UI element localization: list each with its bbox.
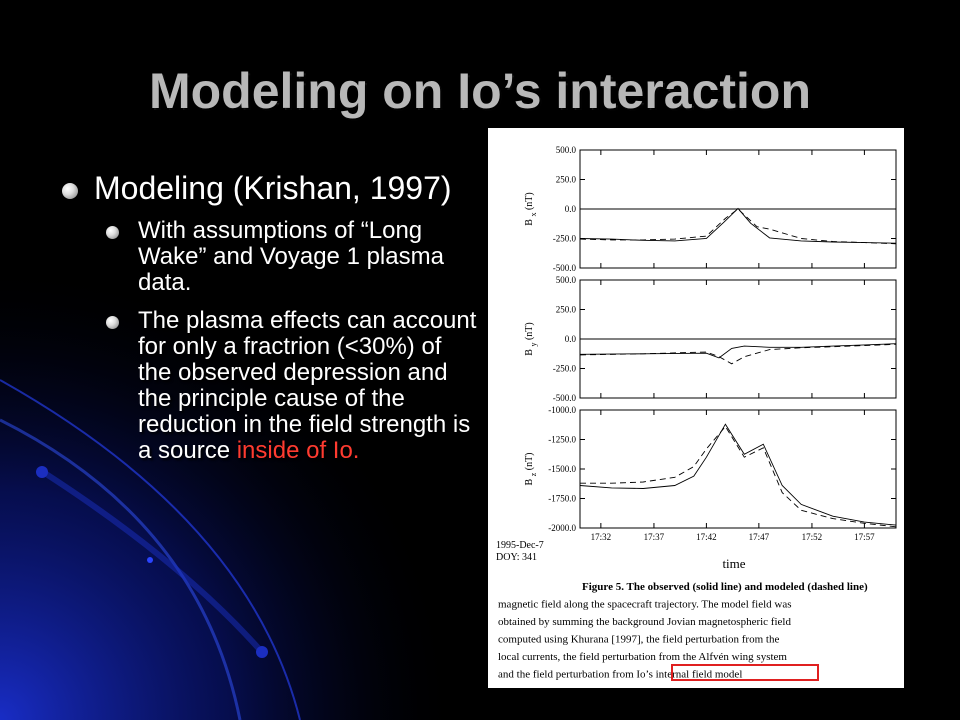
figure-caption: Figure 5. The observed (solid line) and … <box>498 581 868 681</box>
series-line-dashed <box>579 343 897 365</box>
y-axis-label: B z (nT) <box>524 452 538 485</box>
chart-panel-y: 500.0 250.0 0.0 -250.0 -500.0 B y (nT) <box>524 275 897 403</box>
series-line-solid <box>579 343 897 359</box>
bullet-icon <box>106 316 119 329</box>
y-tick-label: 250.0 <box>556 305 577 315</box>
y-tick-label: -500.0 <box>553 393 577 403</box>
bullet-sub-1-text: With assumptions of “Long Wake” and Voya… <box>138 217 444 296</box>
chart-panels: 500.0 250.0 0.0 -250.0 -500.0 B x (nT) 500.0 25… <box>524 145 897 542</box>
y-tick-label: -1000.0 <box>548 405 576 415</box>
caption-highlight-box <box>671 664 819 681</box>
bullet-list: Modeling (Krishan, 1997) With assumption… <box>58 170 478 464</box>
x-tick-label: 17:52 <box>802 532 823 542</box>
x-tick-label: 17:37 <box>644 532 665 542</box>
x-axis-label: time <box>722 556 745 571</box>
bullet-sub-2-text: The plasma effects can account for only … <box>138 307 477 464</box>
y-tick-label: 500.0 <box>556 145 577 155</box>
bullet-sub-2: The plasma effects can account for only … <box>58 308 478 464</box>
y-tick-label: 500.0 <box>556 275 577 285</box>
y-tick-label: -250.0 <box>553 234 577 244</box>
bullet-icon <box>62 183 78 199</box>
y-tick-label: -500.0 <box>553 263 577 273</box>
x-tick-label: 17:42 <box>696 532 717 542</box>
bullet-sub-1: With assumptions of “Long Wake” and Voya… <box>58 218 478 296</box>
y-tick-label: -250.0 <box>553 364 577 374</box>
y-axis-label: B y (nT) <box>524 322 538 355</box>
caption-line: obtained by summing the background Jovia… <box>498 616 791 628</box>
y-tick-label: -2000.0 <box>548 523 576 533</box>
figure-image: 500.0 250.0 0.0 -250.0 -500.0 B x (nT) 500.0 25… <box>488 128 904 688</box>
y-tick-label: -1500.0 <box>548 464 576 474</box>
x-tick-label: 17:32 <box>591 532 612 542</box>
y-axis-label: B x (nT) <box>524 192 538 225</box>
slide-title: Modeling on Io’s interaction <box>148 63 812 119</box>
chart-panel-x: 500.0 250.0 0.0 -250.0 -500.0 B x (nT) <box>524 145 897 273</box>
x-tick-label: 17:47 <box>749 532 770 542</box>
series-line-dashed <box>579 208 897 245</box>
caption-line: Figure 5. The observed (solid line) and … <box>582 581 868 593</box>
x-tick-label: 17:57 <box>854 532 875 542</box>
highlight-text: inside of Io. <box>236 437 360 464</box>
y-tick-label: 0.0 <box>565 204 577 214</box>
y-tick-label: 250.0 <box>556 175 577 185</box>
figure-background <box>488 128 904 688</box>
caption-line: computed using Khurana [1997], the field… <box>498 634 779 646</box>
caption-line: and the field perturbation from Io’s int… <box>498 669 742 681</box>
bullet-main-text: Modeling (Krishan, 1997) <box>94 170 452 206</box>
caption-line: local currents, the field perturbation f… <box>498 651 787 663</box>
series-line-solid <box>579 423 897 526</box>
y-tick-label: 0.0 <box>565 334 577 344</box>
bullet-main: Modeling (Krishan, 1997) <box>58 170 478 206</box>
date-label: 1995-Dec-7 <box>496 540 544 551</box>
chart-panel-z: -1000.0 -1250.0 -1500.0 -1750.0 -2000.0 17:32… <box>524 405 897 542</box>
y-tick-label: -1250.0 <box>548 435 576 445</box>
caption-line: magnetic field along the spacecraft traj… <box>498 599 792 611</box>
y-tick-label: -1750.0 <box>548 494 576 504</box>
doy-label: DOY: 341 <box>496 552 537 563</box>
bullet-icon <box>106 226 119 239</box>
